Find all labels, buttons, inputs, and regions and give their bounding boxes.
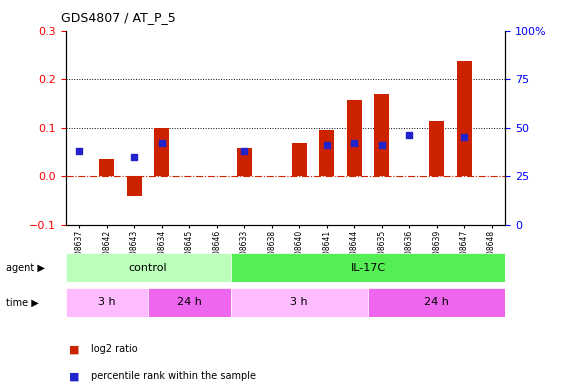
Bar <box>231 253 505 282</box>
Point <box>240 148 249 154</box>
Bar <box>148 288 231 317</box>
Bar <box>237 148 252 176</box>
Bar <box>127 176 142 195</box>
Bar <box>99 159 114 176</box>
Bar <box>231 288 368 317</box>
Point <box>460 134 469 141</box>
Bar <box>368 288 505 317</box>
Bar <box>429 121 444 176</box>
Text: 3 h: 3 h <box>98 297 116 308</box>
Bar <box>457 61 472 176</box>
Text: control: control <box>129 263 167 273</box>
Text: percentile rank within the sample: percentile rank within the sample <box>91 371 256 381</box>
Bar <box>374 94 389 176</box>
Text: ■: ■ <box>69 371 79 381</box>
Point <box>322 142 331 148</box>
Bar <box>154 128 170 176</box>
Text: IL-17C: IL-17C <box>351 263 385 273</box>
Bar <box>347 99 362 176</box>
Point <box>157 140 166 146</box>
Point <box>377 142 386 148</box>
Text: ■: ■ <box>69 344 79 354</box>
Bar <box>66 253 231 282</box>
Text: log2 ratio: log2 ratio <box>91 344 138 354</box>
Point <box>130 154 139 160</box>
Bar <box>292 143 307 176</box>
Point <box>349 140 359 146</box>
Bar <box>66 288 148 317</box>
Bar <box>319 130 334 176</box>
Point <box>405 132 414 139</box>
Text: 3 h: 3 h <box>291 297 308 308</box>
Text: GDS4807 / AT_P_5: GDS4807 / AT_P_5 <box>61 11 176 24</box>
Text: 24 h: 24 h <box>424 297 449 308</box>
Point <box>75 148 84 154</box>
Text: time ▶: time ▶ <box>6 297 38 308</box>
Text: 24 h: 24 h <box>177 297 202 308</box>
Text: agent ▶: agent ▶ <box>6 263 45 273</box>
